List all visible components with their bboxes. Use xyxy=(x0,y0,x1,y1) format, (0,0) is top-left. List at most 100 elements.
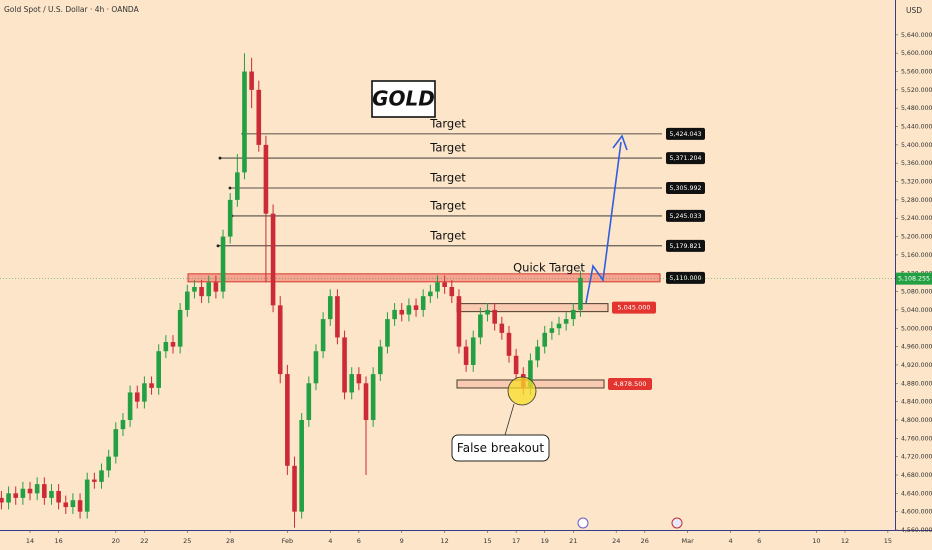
candle-body xyxy=(299,419,304,512)
support-zone xyxy=(456,303,609,313)
candle-body xyxy=(292,465,297,512)
candle-body xyxy=(263,144,269,214)
currency-label[interactable]: USD xyxy=(906,6,922,15)
y-tick-label: 4,880.000 xyxy=(901,380,932,387)
event-icon[interactable] xyxy=(577,517,589,529)
y-tick-label: 5,240.000 xyxy=(901,215,932,222)
x-tick-label: 14 xyxy=(26,537,34,545)
x-tick-label: 28 xyxy=(226,537,234,545)
candle-body xyxy=(456,296,462,347)
candle-body xyxy=(556,323,562,329)
candle-body xyxy=(378,346,383,375)
callout-pointer xyxy=(504,403,515,436)
arrow-head xyxy=(612,134,628,151)
candle-body xyxy=(220,236,226,292)
candle-body xyxy=(420,296,426,310)
y-tick-label: 4,560.000 xyxy=(901,527,932,534)
target-price-tag xyxy=(666,152,705,165)
y-tick-label: 4,680.000 xyxy=(901,472,932,479)
candle-body xyxy=(563,319,569,324)
target-text: Target xyxy=(429,170,466,184)
candle-body xyxy=(213,282,219,292)
annotation-box xyxy=(371,80,436,118)
candle-body xyxy=(485,309,490,315)
candle-body xyxy=(549,328,555,333)
target-price-label: 5,179.821 xyxy=(669,243,701,250)
target-price-label: 5,371.204 xyxy=(669,155,701,162)
x-tick-label: 4 xyxy=(328,537,332,545)
callout-text: False breakout xyxy=(457,441,544,455)
candle-body xyxy=(149,383,154,388)
target-text: Quick Target xyxy=(513,260,585,274)
candle-body xyxy=(285,374,290,466)
target-price-tag xyxy=(666,209,705,222)
candle-body xyxy=(449,287,455,297)
candle-body xyxy=(249,71,254,90)
candle-body xyxy=(235,172,240,200)
symbol-title: Gold Spot / U.S. Dollar · 4h · OANDA xyxy=(4,5,140,14)
y-tick-label: 5,080.000 xyxy=(901,289,932,296)
y-tick-label: 5,520.000 xyxy=(901,87,932,94)
event-icon[interactable] xyxy=(671,517,683,529)
y-tick-label: 5,320.000 xyxy=(901,179,932,186)
y-tick-label: 5,400.000 xyxy=(901,142,932,149)
candle-body xyxy=(20,488,26,498)
callout-box xyxy=(451,434,550,462)
candle-body xyxy=(242,71,247,173)
candle-body xyxy=(70,500,76,508)
y-tick-label: 4,800.000 xyxy=(901,417,932,424)
candle-body xyxy=(184,291,190,310)
candle-body xyxy=(34,484,40,494)
y-tick-label: 5,360.000 xyxy=(901,160,932,167)
target-price-tag xyxy=(666,271,705,284)
candle-body xyxy=(406,305,412,315)
x-tick-label: 26 xyxy=(641,537,649,545)
y-tick-label: 5,480.000 xyxy=(901,105,932,112)
projection-arrow xyxy=(585,141,622,304)
x-tick-label: 6 xyxy=(357,537,361,545)
candle-body xyxy=(0,497,4,503)
target-text: Target xyxy=(429,228,466,242)
x-tick-label: 12 xyxy=(841,537,849,545)
y-tick-label: 4,600.000 xyxy=(901,509,932,516)
candle-body xyxy=(492,309,497,324)
x-tick-label: 24 xyxy=(612,537,620,545)
candle-body xyxy=(385,319,390,347)
candle-body xyxy=(428,291,433,297)
y-tick-label: 5,000.000 xyxy=(901,325,932,332)
x-tick-label: 12 xyxy=(440,537,448,545)
candle-body xyxy=(535,346,540,361)
candle-body xyxy=(177,309,183,347)
last-price-label: 5,108.255 xyxy=(898,276,930,283)
y-tick-label: 4,960.000 xyxy=(901,344,932,351)
candle-body xyxy=(578,277,583,310)
candle-body xyxy=(56,491,61,503)
y-tick-label: 5,560.000 xyxy=(901,69,932,76)
y-tick-label: 4,720.000 xyxy=(901,454,932,461)
candle-body xyxy=(13,493,19,498)
target-price-label: 5,110.000 xyxy=(669,275,701,282)
y-tick-label: 5,040.000 xyxy=(901,307,932,314)
target-price-label: 5,305.992 xyxy=(669,185,701,192)
target-text: Target xyxy=(429,198,466,212)
candle-body xyxy=(542,332,548,347)
candle-body xyxy=(392,309,397,320)
candle-body xyxy=(335,296,340,338)
candle-body xyxy=(571,309,576,320)
candle-body xyxy=(399,309,405,315)
candle-body xyxy=(256,89,262,145)
target-anchor xyxy=(216,244,220,248)
x-tick-label: 9 xyxy=(400,537,404,545)
candle-body xyxy=(106,456,111,471)
candle-body xyxy=(470,337,476,365)
x-tick-label: 20 xyxy=(112,537,120,545)
y-tick-label: 4,840.000 xyxy=(901,399,932,406)
candle-body xyxy=(192,287,197,292)
candle-body xyxy=(327,296,333,320)
y-tick-label: 5,600.000 xyxy=(901,50,932,57)
candle-body xyxy=(127,392,133,420)
candle-body xyxy=(499,323,505,333)
y-tick-label: 5,440.000 xyxy=(901,124,932,131)
candle-body xyxy=(77,500,83,512)
target-price-label: 5,245.033 xyxy=(669,213,701,220)
